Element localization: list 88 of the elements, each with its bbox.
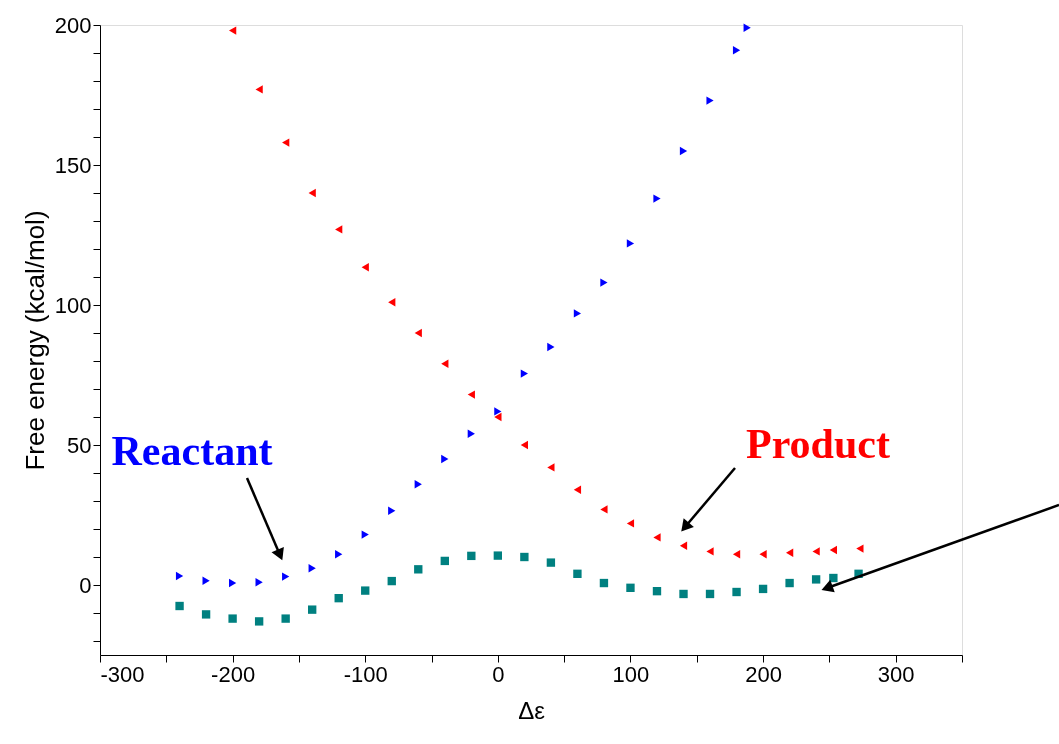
point (599, 578, 609, 588)
point (282, 572, 290, 581)
point (361, 530, 369, 539)
point (732, 587, 741, 597)
point (308, 188, 316, 198)
point (600, 505, 608, 514)
x-tick-label: -300 (100, 661, 145, 687)
point (743, 23, 751, 32)
y-tick-label: 50 (67, 432, 92, 458)
point (388, 298, 396, 307)
point (335, 225, 343, 234)
y-axis-title: Free energy (kcal/mol) (19, 210, 50, 471)
point (652, 586, 662, 596)
point (679, 589, 688, 599)
point (829, 573, 838, 583)
point (228, 578, 237, 588)
point (626, 239, 635, 248)
point (414, 328, 422, 338)
x-tick-label: 0 (492, 661, 505, 687)
point (281, 614, 290, 623)
point (706, 547, 714, 556)
point (520, 440, 528, 450)
point (758, 584, 768, 594)
point (255, 85, 263, 94)
point (467, 429, 475, 438)
point (706, 96, 714, 105)
point (785, 578, 794, 588)
x-tick-label: -100 (343, 661, 388, 687)
point (334, 593, 343, 603)
point (308, 605, 317, 614)
point (254, 617, 264, 626)
x-axis-title: Δε (518, 696, 546, 724)
point (335, 550, 343, 559)
y-tick-label: 200 (54, 12, 92, 38)
point (441, 454, 449, 464)
y-tick-label: 150 (54, 152, 92, 178)
point (441, 359, 449, 368)
point (387, 576, 396, 586)
point (653, 533, 661, 542)
point (547, 463, 555, 472)
point (653, 194, 661, 203)
point (414, 480, 422, 489)
point (829, 545, 837, 555)
series-label: Product (746, 421, 890, 467)
point (547, 342, 555, 352)
point (856, 544, 864, 553)
point (811, 575, 821, 584)
point (573, 309, 582, 318)
x-tick-label: -200 (211, 661, 256, 687)
y-tick-label: 100 (54, 292, 92, 318)
point (520, 369, 528, 378)
point (440, 556, 449, 566)
x-tick-label: 300 (877, 661, 915, 687)
point (467, 551, 476, 561)
point (573, 485, 582, 494)
point (679, 541, 688, 550)
point (494, 407, 502, 416)
point (175, 571, 184, 581)
point (282, 138, 290, 147)
text: Reactant (111, 428, 273, 474)
point (626, 519, 635, 528)
y-tick-label: 0 (79, 572, 92, 598)
point (361, 263, 369, 272)
point (812, 547, 820, 556)
point (732, 46, 741, 55)
point (600, 278, 608, 287)
point (201, 610, 211, 619)
point (202, 576, 210, 585)
x-tick-label: 100 (612, 661, 650, 687)
point (573, 569, 582, 578)
point (785, 548, 794, 557)
point (175, 601, 184, 611)
point (546, 558, 556, 567)
point (228, 614, 237, 623)
point (467, 390, 475, 399)
point (228, 26, 237, 35)
point (759, 550, 767, 559)
point (679, 146, 688, 156)
point (361, 586, 370, 595)
point (705, 589, 715, 599)
point (414, 565, 423, 574)
point (520, 552, 529, 562)
point (732, 550, 741, 559)
point (626, 583, 635, 592)
point (493, 551, 503, 560)
x-tick-label: 200 (745, 661, 782, 687)
point (388, 506, 396, 515)
point (308, 564, 316, 573)
